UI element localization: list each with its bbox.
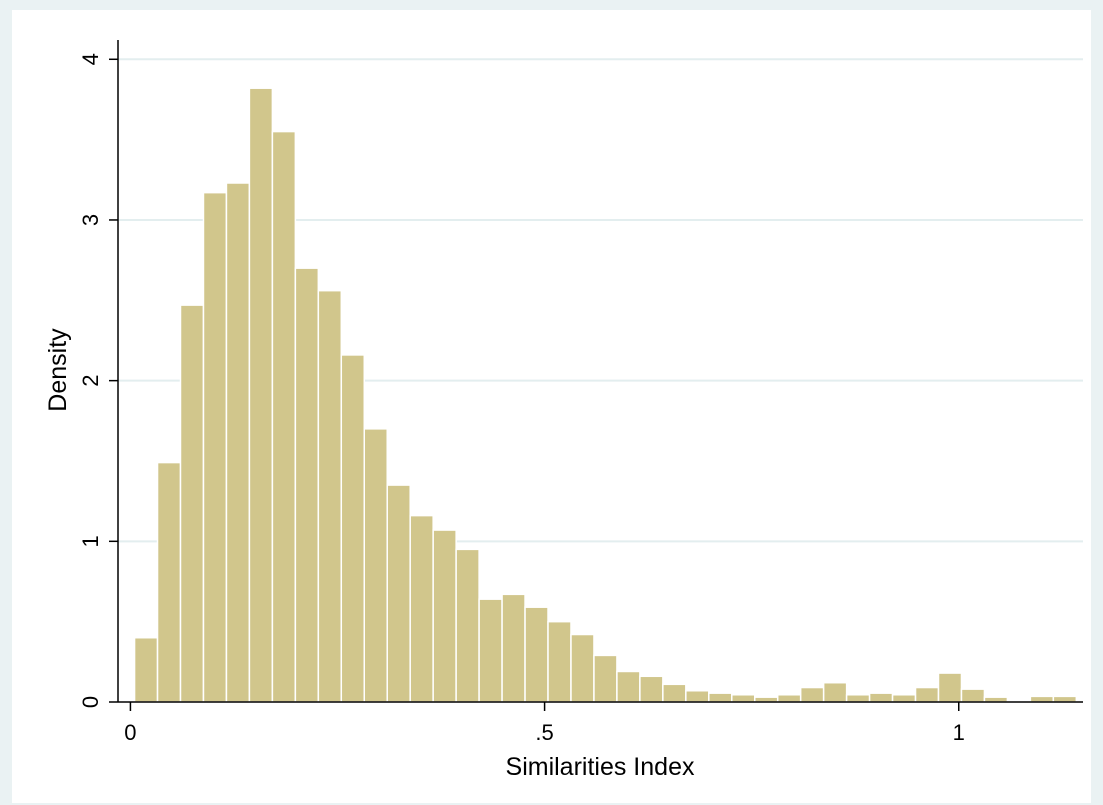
histogram-bar-35 xyxy=(937,672,963,703)
histogram-bar-36 xyxy=(960,688,986,703)
x-tick-label-0: 0 xyxy=(124,720,136,745)
y-tick-label-2: 2 xyxy=(78,375,103,387)
histogram-bar-16 xyxy=(501,593,526,703)
x-tick-label-2: 1 xyxy=(953,720,965,745)
histogram-bar-25 xyxy=(708,692,733,703)
axes xyxy=(117,40,1083,703)
histogram-bar-34 xyxy=(914,686,940,703)
histogram-bar-39 xyxy=(1029,695,1055,703)
histogram-bar-14 xyxy=(455,548,480,703)
histogram-bar-33 xyxy=(891,694,917,703)
histogram-bar-28 xyxy=(776,694,802,703)
x-tick-label-1: .5 xyxy=(535,720,553,745)
histogram-bar-1 xyxy=(156,461,182,703)
histogram-bar-26 xyxy=(731,694,756,703)
histogram-bars xyxy=(133,87,1078,703)
y-tick-label-4: 4 xyxy=(78,53,103,65)
histogram-bar-2 xyxy=(179,304,205,703)
histogram-bar-22 xyxy=(639,675,664,703)
y-tick-label-0: 0 xyxy=(78,696,103,708)
histogram-bar-8 xyxy=(317,289,343,703)
histogram-bar-20 xyxy=(593,654,618,703)
histogram-bar-40 xyxy=(1052,695,1078,703)
histogram-bar-4 xyxy=(225,182,251,703)
histogram-bar-23 xyxy=(662,683,687,703)
histogram-bar-29 xyxy=(799,686,825,703)
histogram-bar-5 xyxy=(248,87,274,703)
histogram-bar-24 xyxy=(685,690,710,703)
histogram-bar-17 xyxy=(524,606,549,703)
y-tick-label-1: 1 xyxy=(78,535,103,547)
histogram-bar-6 xyxy=(271,130,297,703)
x-axis-title: Similarities Index xyxy=(506,753,695,781)
histogram-bar-9 xyxy=(340,354,366,703)
histogram-bar-12 xyxy=(409,514,434,703)
y-tick-label-3: 3 xyxy=(78,214,103,226)
histogram-bar-13 xyxy=(432,529,457,703)
histogram-bar-7 xyxy=(294,267,320,703)
histogram-bar-21 xyxy=(616,670,641,703)
histogram-bar-18 xyxy=(547,620,572,703)
histogram-bar-30 xyxy=(822,681,848,703)
histogram-bar-3 xyxy=(202,191,228,703)
histogram-bar-0 xyxy=(133,636,159,703)
x-axis-ticks: 0.5 1 xyxy=(124,702,965,745)
histogram-bar-10 xyxy=(363,428,388,703)
histogram-bar-11 xyxy=(386,484,411,703)
histogram-bar-15 xyxy=(478,598,503,703)
y-axis-ticks: 0 1 2 3 4 xyxy=(78,53,118,708)
histogram-bar-19 xyxy=(570,633,595,703)
histogram-bar-31 xyxy=(845,694,871,703)
y-axis-title: Density xyxy=(44,328,72,412)
histogram-bar-32 xyxy=(868,692,894,703)
